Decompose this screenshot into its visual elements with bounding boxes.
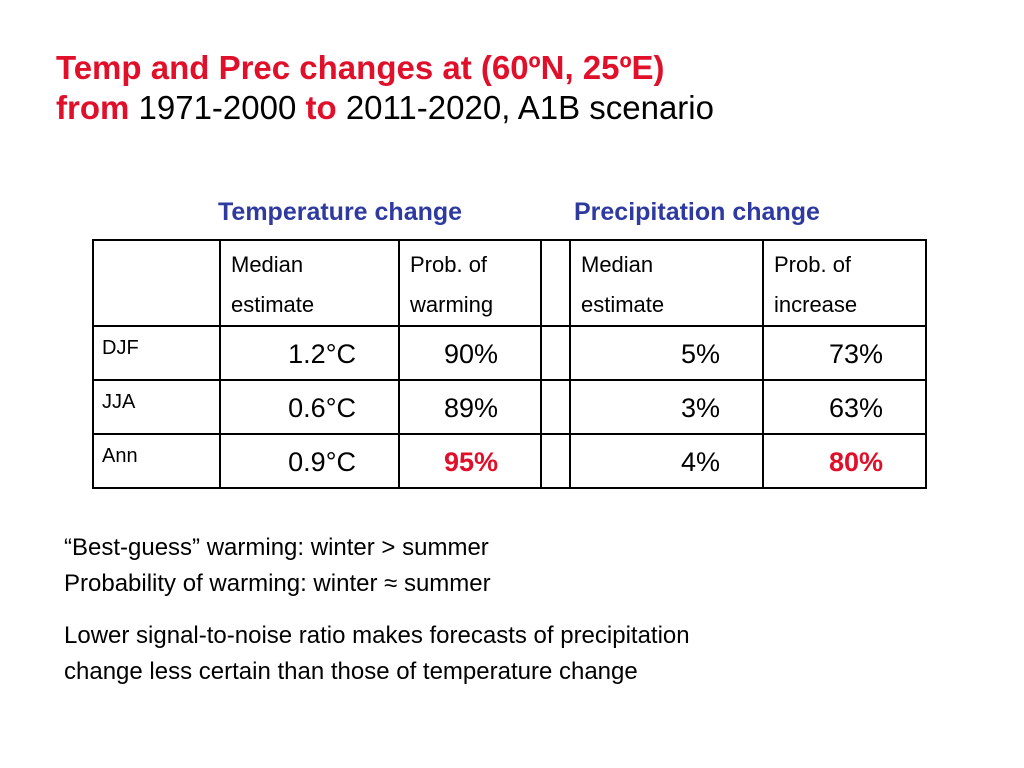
header-text: estimate [581, 292, 665, 317]
note-line: change less certain than those of temper… [64, 658, 638, 685]
results-table: Median estimate Prob. of warming Median … [92, 239, 927, 489]
spacer-cell [540, 379, 571, 435]
header-text: Median [581, 252, 654, 277]
row-label: JJA [102, 391, 136, 413]
title-to: to [305, 89, 337, 126]
header-prec-median: Median estimate [569, 239, 764, 327]
prec-median-cell: 5% [680, 339, 720, 369]
corner-cell [92, 239, 221, 327]
row-label: DJF [102, 337, 139, 359]
temp-prob-cell: 90% [443, 339, 498, 369]
header-text: estimate [231, 292, 315, 317]
title-from: from [56, 89, 130, 126]
spacer-cell [540, 239, 571, 327]
row-label: Ann [102, 445, 138, 467]
header-text: Prob. of [410, 252, 488, 277]
prec-prob-cell-highlight: 80% [828, 447, 883, 477]
temp-median-cell: 1.2°C [288, 339, 356, 369]
title-period-1: 1971-2000 [129, 89, 306, 126]
temp-median-cell: 0.6°C [288, 393, 356, 423]
prec-prob-cell: 73% [828, 339, 883, 369]
prec-median-cell: 3% [680, 393, 720, 423]
header-temp-prob: Prob. of warming [398, 239, 542, 327]
spacer-cell [540, 325, 571, 381]
table-row-djf: DJF 1.2°C 90% 5% 73% [92, 325, 927, 381]
note-line: Lower signal-to-noise ratio makes foreca… [64, 622, 690, 649]
note-line: Probability of warming: winter ≈ summer [64, 570, 491, 597]
notes-block-2: Lower signal-to-noise ratio makes foreca… [64, 618, 690, 690]
precipitation-change-header: Precipitation change [574, 198, 820, 226]
prec-median-cell: 4% [680, 447, 720, 477]
header-text: Median [231, 252, 304, 277]
header-prec-prob: Prob. of increase [762, 239, 927, 327]
table-row-jja: JJA 0.6°C 89% 3% 63% [92, 379, 927, 435]
table-header-row: Median estimate Prob. of warming Median … [92, 239, 927, 327]
title-line-1: Temp and Prec changes at (60ºN, 25ºE) [56, 49, 665, 86]
spacer-cell [540, 433, 571, 489]
header-text: Prob. of [774, 252, 852, 277]
header-text: increase [774, 292, 858, 317]
slide-title: Temp and Prec changes at (60ºN, 25ºE) fr… [56, 48, 714, 128]
title-period-2: 2011-2020, A1B scenario [336, 89, 714, 126]
temp-prob-cell: 89% [443, 393, 498, 423]
temp-median-cell: 0.9°C [288, 447, 356, 477]
header-text: warming [410, 292, 494, 317]
table-row-ann: Ann 0.9°C 95% 4% 80% [92, 433, 927, 489]
temp-prob-cell-highlight: 95% [443, 447, 498, 477]
note-line: “Best-guess” warming: winter > summer [64, 534, 489, 561]
prec-prob-cell: 63% [828, 393, 883, 423]
header-temp-median: Median estimate [219, 239, 400, 327]
temperature-change-header: Temperature change [218, 198, 463, 226]
notes-block-1: “Best-guess” warming: winter > summer Pr… [64, 530, 491, 602]
